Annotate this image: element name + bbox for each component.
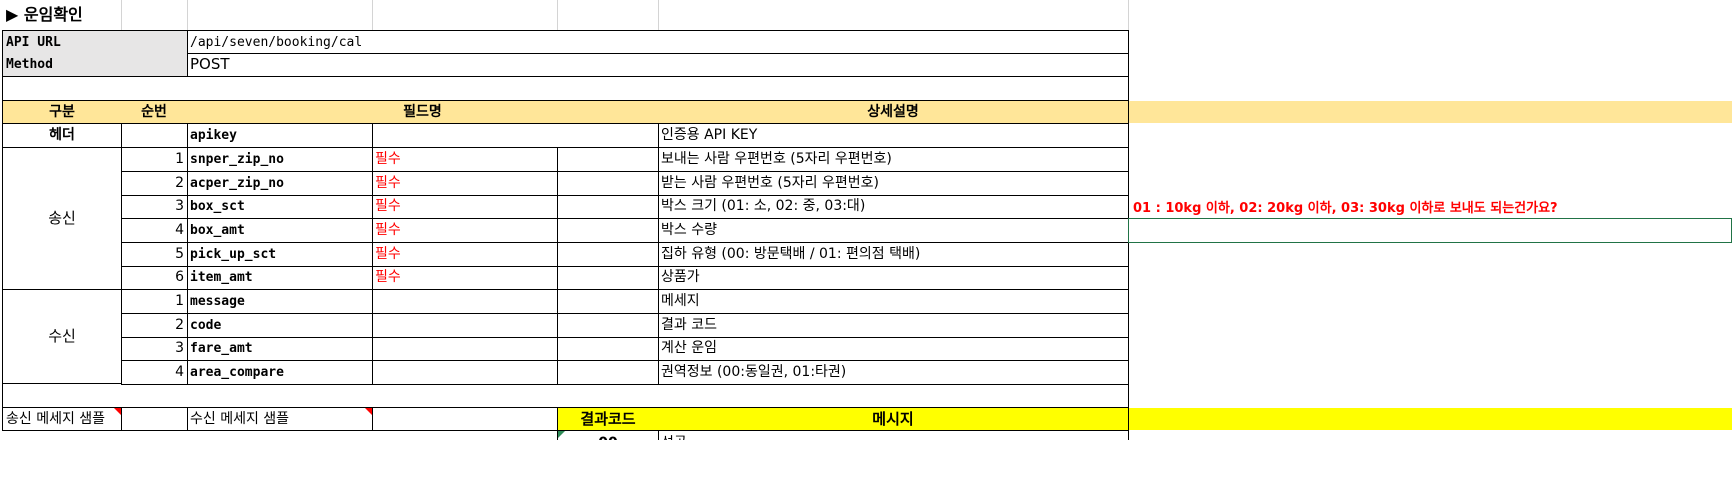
- error-indicator-icon: [558, 431, 565, 438]
- required-badge: 필수: [372, 194, 558, 219]
- seq-cell: 1: [121, 147, 188, 172]
- empty-cell: [557, 242, 659, 267]
- field-name[interactable]: box_amt: [187, 218, 373, 243]
- seq-cell: 2: [121, 313, 188, 338]
- field-description: 집하 유형 (00: 방문택배 / 01: 편의점 택배): [658, 242, 1129, 267]
- empty-cell: [557, 218, 659, 243]
- field-description: 계산 운임: [658, 336, 1129, 361]
- seq-cell: 5: [121, 242, 188, 267]
- empty-cell: [557, 313, 659, 338]
- result-code-header: 결과코드: [557, 407, 659, 431]
- field-description: 결과 코드: [658, 313, 1129, 338]
- gridline: [1128, 0, 1129, 30]
- field-name[interactable]: code: [187, 313, 373, 338]
- blank-row: [2, 76, 1129, 101]
- api-url-value[interactable]: /api/seven/booking/cal: [187, 30, 1129, 54]
- method-value[interactable]: POST: [187, 53, 1129, 77]
- seq-cell: 4: [121, 360, 188, 385]
- seq-empty: [121, 123, 188, 148]
- seq-cell: 3: [121, 336, 188, 361]
- empty-cell: [557, 336, 659, 361]
- blank-row-2: [2, 383, 1129, 408]
- sheet-title: ▶ 운임확인: [6, 5, 83, 24]
- empty-cell: [557, 171, 659, 196]
- field-name[interactable]: area_compare: [187, 360, 373, 385]
- comment-indicator-icon: [365, 408, 372, 415]
- gridline: [121, 0, 122, 30]
- field-description: 박스 수량: [658, 218, 1129, 243]
- header-seq: 순번: [121, 100, 188, 124]
- empty-cell: [557, 265, 659, 290]
- field-name[interactable]: acper_zip_no: [187, 171, 373, 196]
- seq-cell: 3: [121, 194, 188, 219]
- field-name[interactable]: box_sct: [187, 194, 373, 219]
- empty-cell: [372, 407, 558, 431]
- gridline: [557, 0, 558, 30]
- message-header: 메시지: [658, 407, 1129, 431]
- field-name[interactable]: message: [187, 289, 373, 314]
- yellow-fill-extension: [1129, 408, 1732, 430]
- empty-cell: [372, 360, 558, 385]
- empty-cell: [121, 407, 188, 431]
- empty-cell: [557, 360, 659, 385]
- required-badge: 필수: [372, 147, 558, 172]
- field-description: 메세지: [658, 289, 1129, 314]
- field-name[interactable]: fare_amt: [187, 336, 373, 361]
- field-description: 받는 사람 우편번호 (5자리 우편번호): [658, 171, 1129, 196]
- seq-cell: 1: [121, 289, 188, 314]
- send-sample-label: 송신 메세지 샘플: [2, 407, 122, 431]
- gridline: [187, 0, 188, 30]
- seq-cell: 4: [121, 218, 188, 243]
- comment-note: 01 : 10kg 이하, 02: 20kg 이하, 03: 30kg 이하로 …: [1133, 200, 1558, 216]
- required-badge: 필수: [372, 218, 558, 243]
- seq-cell: 2: [121, 171, 188, 196]
- header-category: 구분: [2, 100, 122, 124]
- field-description: 상품가: [658, 265, 1129, 290]
- header-field: 필드명: [187, 100, 659, 124]
- header-fill-extension: [1129, 101, 1732, 123]
- method-label: Method: [2, 53, 188, 77]
- empty-cell: [557, 194, 659, 219]
- seq-cell: 6: [121, 265, 188, 290]
- category-recv: 수신: [2, 289, 122, 384]
- field-description: 박스 크기 (01: 소, 02: 중, 03:대): [658, 194, 1129, 219]
- required-badge: 필수: [372, 265, 558, 290]
- category-header: 헤더: [2, 123, 122, 148]
- empty-cell: [372, 313, 558, 338]
- field-name[interactable]: pick_up_sct: [187, 242, 373, 267]
- gridline: [372, 0, 373, 30]
- field-description: 보내는 사람 우편번호 (5자리 우편번호): [658, 147, 1129, 172]
- category-send: 송신: [2, 147, 122, 290]
- viewport-cutoff: [0, 440, 1732, 485]
- empty-cell: [372, 336, 558, 361]
- gridline: [658, 0, 659, 30]
- desc-apikey: 인증용 API KEY: [658, 123, 1129, 148]
- field-name[interactable]: item_amt: [187, 265, 373, 290]
- required-badge: 필수: [372, 242, 558, 267]
- comment-indicator-icon: [114, 408, 121, 415]
- required-badge: 필수: [372, 171, 558, 196]
- selected-cell[interactable]: [1128, 218, 1732, 243]
- empty-cell: [557, 289, 659, 314]
- field-name[interactable]: snper_zip_no: [187, 147, 373, 172]
- header-desc: 상세설명: [658, 100, 1129, 124]
- api-url-label: API URL: [2, 30, 188, 54]
- field-apikey[interactable]: apikey: [187, 123, 373, 148]
- field-description: 권역정보 (00:동일권, 01:타권): [658, 360, 1129, 385]
- empty-cell: [557, 147, 659, 172]
- field-empty: [372, 123, 659, 148]
- empty-cell: [372, 289, 558, 314]
- recv-sample-label: 수신 메세지 샘플: [187, 407, 373, 431]
